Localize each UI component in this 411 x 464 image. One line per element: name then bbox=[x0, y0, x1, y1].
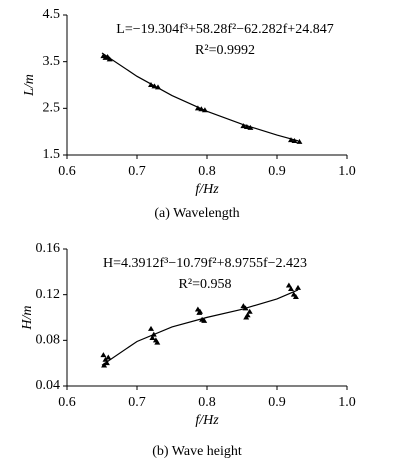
y-tick-label: 0.12 bbox=[36, 287, 61, 302]
x-tick-label: 1.0 bbox=[338, 164, 356, 179]
point bbox=[201, 317, 208, 323]
y-tick-label: 1.5 bbox=[43, 147, 61, 162]
y-axis-title: L/m bbox=[22, 74, 37, 97]
point bbox=[103, 360, 110, 366]
point bbox=[105, 354, 112, 360]
fit-line bbox=[101, 289, 299, 366]
point bbox=[148, 325, 154, 331]
x-tick-label: 0.7 bbox=[128, 395, 146, 410]
point bbox=[243, 124, 250, 129]
point bbox=[100, 352, 107, 358]
x-axis-title: f/Hz bbox=[195, 413, 219, 428]
point bbox=[101, 362, 108, 368]
point bbox=[295, 284, 301, 290]
x-tick-label: 0.6 bbox=[58, 395, 76, 410]
x-tick-label: 0.7 bbox=[128, 164, 146, 179]
y-tick-label: 0.04 bbox=[36, 378, 61, 393]
point bbox=[246, 308, 253, 314]
equation: H=4.3912f³−10.79f²+8.9755f−2.423 bbox=[103, 256, 307, 271]
point bbox=[240, 123, 247, 129]
caption: (b) Wave height bbox=[152, 444, 242, 459]
y-tick-label: 2.5 bbox=[43, 101, 61, 116]
equation: R²=0.9992 bbox=[195, 43, 255, 58]
equation: L=−19.304f³+58.28f²−62.282f+24.847 bbox=[116, 22, 333, 37]
y-tick-label: 0.08 bbox=[36, 333, 61, 348]
y-axis-title: H/m bbox=[20, 305, 35, 330]
point bbox=[243, 314, 250, 320]
x-tick-label: 1.0 bbox=[338, 395, 356, 410]
point bbox=[292, 293, 299, 299]
x-tick-label: 0.8 bbox=[198, 164, 216, 179]
caption: (a) Wavelength bbox=[154, 206, 239, 221]
x-tick-label: 0.9 bbox=[268, 164, 286, 179]
x-tick-label: 0.9 bbox=[268, 395, 286, 410]
point bbox=[154, 339, 161, 345]
x-tick-label: 0.8 bbox=[198, 395, 216, 410]
y-tick-label: 0.16 bbox=[36, 241, 61, 256]
x-tick-label: 0.6 bbox=[58, 164, 76, 179]
point bbox=[149, 335, 156, 341]
point bbox=[288, 285, 294, 291]
y-tick-label: 4.5 bbox=[43, 7, 61, 22]
point bbox=[291, 138, 298, 143]
equation: R²=0.958 bbox=[179, 277, 232, 292]
point bbox=[196, 309, 203, 315]
y-tick-label: 3.5 bbox=[43, 54, 61, 69]
fit-line bbox=[101, 52, 299, 142]
point bbox=[296, 138, 303, 144]
point bbox=[288, 137, 294, 143]
x-axis-title: f/Hz bbox=[195, 182, 219, 197]
point bbox=[285, 282, 292, 288]
